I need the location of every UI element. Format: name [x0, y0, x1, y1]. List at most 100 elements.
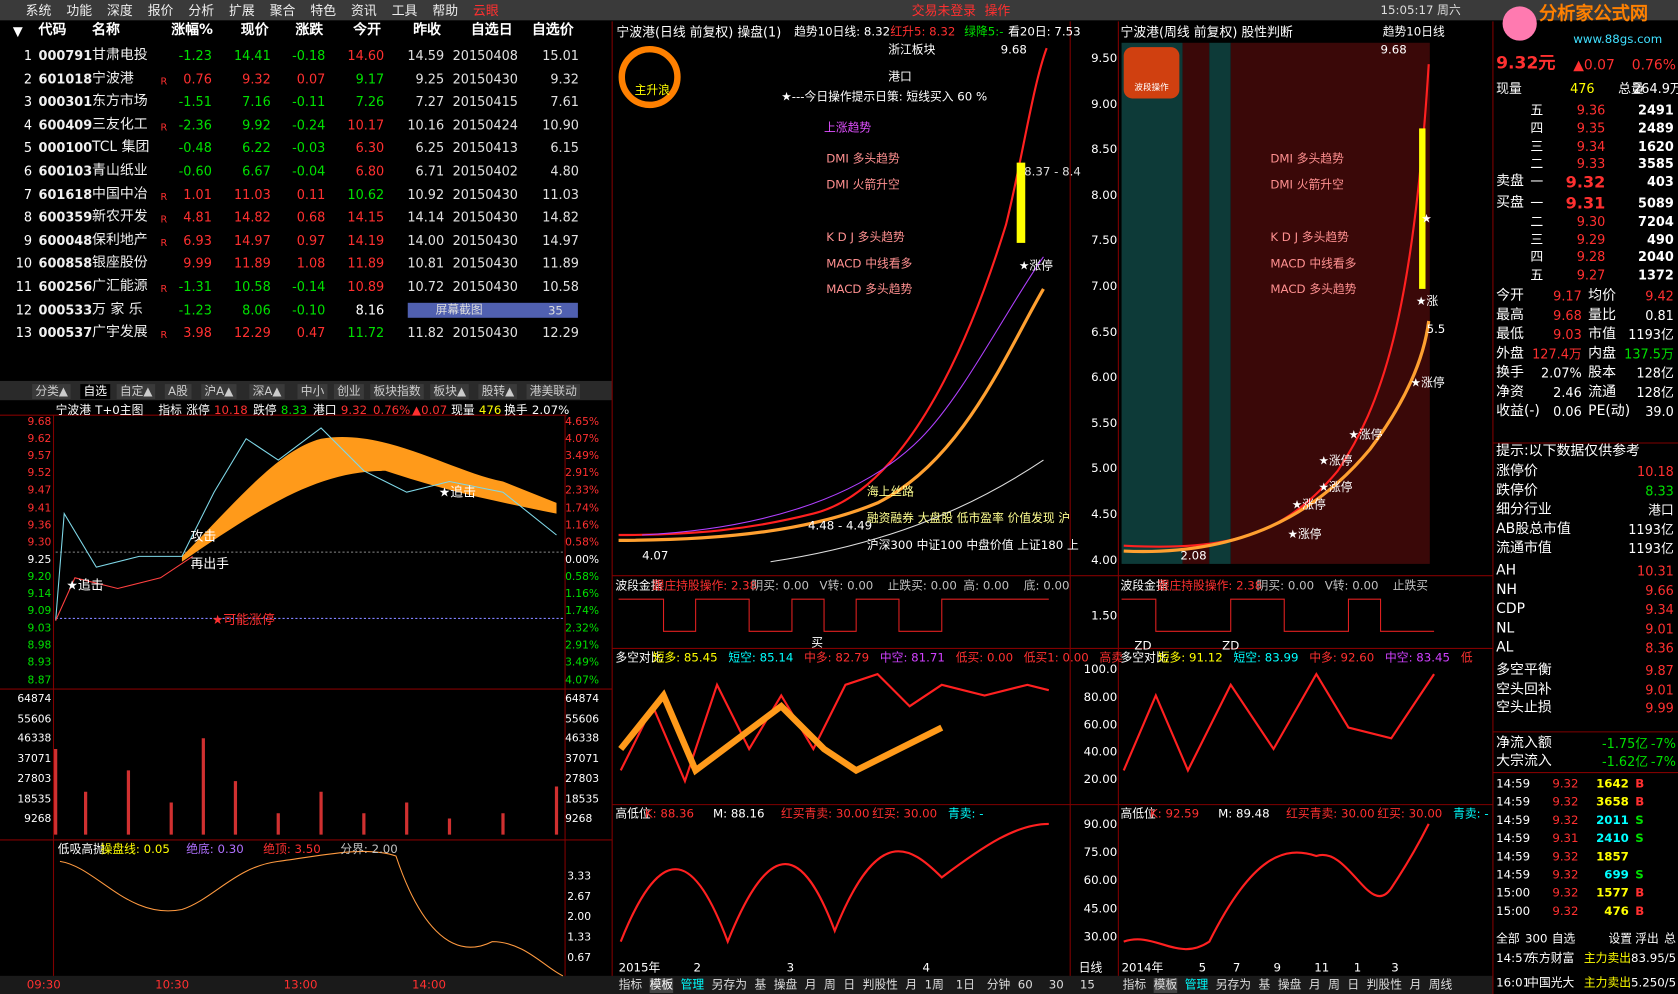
menu-item[interactable]: 系统: [25, 3, 52, 19]
tab[interactable]: 板块▲: [430, 384, 470, 400]
stock-name[interactable]: 宁波港: [92, 70, 134, 87]
toolbar-button[interactable]: 模板: [1153, 977, 1178, 993]
tab[interactable]: 港美联动: [526, 384, 581, 400]
price-tick: 9.25: [27, 554, 52, 566]
tab[interactable]: 分类▲: [32, 384, 72, 400]
menu-item[interactable]: 帮助: [432, 3, 459, 19]
toolbar-button[interactable]: 模板: [649, 977, 674, 993]
annotation: ★---今日操作提示日策: 短线买入 60 %: [781, 89, 988, 104]
toolbar-button[interactable]: 管理: [1184, 977, 1209, 992]
footer-tab[interactable]: 自选: [1551, 931, 1576, 946]
stock-name[interactable]: 广宇发展: [92, 324, 148, 341]
toolbar-button[interactable]: 操盘: [1277, 977, 1302, 992]
toolbar-button[interactable]: 周: [824, 977, 836, 992]
login-status[interactable]: 交易未登录: [911, 3, 977, 19]
stock-name[interactable]: 保利地产: [92, 231, 148, 249]
footer-tab[interactable]: 300: [1525, 931, 1548, 946]
flow-pct: -7%: [1650, 754, 1676, 770]
tab[interactable]: A股: [164, 384, 192, 400]
tab[interactable]: 沪A▲: [201, 384, 237, 400]
toolbar-button[interactable]: 月: [1409, 977, 1422, 992]
menu-item[interactable]: 分析: [188, 3, 215, 19]
column-header[interactable]: 涨跌: [295, 22, 324, 39]
footer-tab[interactable]: 浮出: [1635, 931, 1659, 946]
toolbar-button[interactable]: 管理: [680, 977, 705, 992]
column-header[interactable]: 昨收: [413, 22, 441, 39]
tab[interactable]: 板块指数: [370, 384, 424, 400]
stock-name[interactable]: 青山纸业: [92, 162, 148, 179]
stock-name[interactable]: 东方市场: [92, 93, 148, 110]
toolbar-button[interactable]: 分钟: [986, 977, 1011, 992]
stock-name[interactable]: 甘肃电投: [92, 47, 148, 64]
stock-name[interactable]: 广汇能源: [92, 278, 148, 295]
column-header[interactable]: 代码: [38, 22, 67, 39]
toolbar-button[interactable]: 月: [804, 977, 817, 992]
toolbar-button[interactable]: 日: [1347, 977, 1360, 992]
toolbar-button[interactable]: 另存为: [711, 977, 747, 992]
stock-name[interactable]: 三友化工: [92, 116, 148, 133]
footer-tab[interactable]: 全部: [1496, 931, 1520, 946]
column-header[interactable]: 自选日: [470, 22, 513, 39]
footer-tab[interactable]: 总: [1664, 931, 1676, 946]
toolbar-button[interactable]: 指标: [1122, 977, 1147, 992]
menu-item[interactable]: 资讯: [351, 3, 377, 19]
toolbar-button[interactable]: 另存为: [1215, 977, 1252, 992]
menu-item[interactable]: 云眼: [473, 3, 499, 19]
toolbar-button[interactable]: 1周: [924, 977, 944, 992]
tab[interactable]: 深A▲: [249, 384, 285, 400]
cell: 6.15: [550, 140, 579, 156]
indicator-field: M: 89.48: [1218, 806, 1270, 821]
menu-item[interactable]: 扩展: [229, 3, 255, 19]
column-header[interactable]: 今开: [353, 22, 382, 39]
menu-item[interactable]: 操作: [984, 3, 1011, 19]
stock-name[interactable]: 中国中冶: [92, 185, 148, 202]
menu-item[interactable]: 工具: [391, 3, 418, 19]
menu-item[interactable]: 特色: [310, 3, 337, 19]
toolbar-button[interactable]: 60: [1017, 977, 1033, 992]
level: 五: [1530, 102, 1544, 118]
indicator-field: 高低位: [1120, 806, 1156, 821]
open: 14.15: [347, 209, 385, 225]
toolbar-button[interactable]: 判股性: [1366, 977, 1402, 992]
toolbar-button[interactable]: 1日: [955, 977, 975, 992]
menu-item[interactable]: 功能: [66, 3, 93, 19]
ask-price: 9.36: [1576, 102, 1606, 118]
column-header[interactable]: 名称: [92, 22, 120, 39]
annotation: ★涨停: [1018, 258, 1053, 273]
tab[interactable]: 自选: [80, 384, 111, 400]
stock-name[interactable]: 新农开发: [92, 208, 148, 225]
info-label: 跌停价: [1496, 482, 1538, 499]
toolbar-button[interactable]: 判股性: [862, 977, 898, 992]
x-tick: 4: [922, 960, 931, 975]
tab[interactable]: 创业: [333, 384, 364, 400]
toolbar-button[interactable]: 操盘: [773, 977, 798, 992]
tab[interactable]: 中小: [297, 384, 328, 400]
toolbar-button[interactable]: 月: [1308, 977, 1321, 992]
stock-name[interactable]: TCL 集团: [92, 139, 150, 156]
stock-name[interactable]: 银座股份: [92, 255, 148, 272]
menu-item[interactable]: 报价: [147, 3, 174, 19]
stock-name[interactable]: 万 家 乐: [92, 301, 143, 318]
menu-item[interactable]: 深度: [107, 3, 133, 19]
column-header[interactable]: 现价: [240, 22, 269, 39]
toolbar-button[interactable]: 基: [1258, 977, 1271, 992]
column-header[interactable]: 涨幅%: [171, 22, 214, 39]
toolbar-button[interactable]: 月: [905, 977, 918, 992]
toolbar-button[interactable]: 周: [1328, 977, 1340, 992]
toolbar-button[interactable]: 15: [1079, 977, 1095, 992]
x-tick: 日线: [1078, 960, 1103, 975]
price-tick: 9.52: [27, 467, 52, 480]
toolbar-button[interactable]: 指标: [618, 977, 643, 992]
change-pct: 0.76%: [1631, 57, 1676, 74]
toolbar-button[interactable]: 日: [843, 977, 856, 992]
price-tick: 6.00: [1091, 370, 1118, 385]
footer-tab[interactable]: 设置: [1608, 931, 1633, 946]
toolbar-button[interactable]: 周线: [1428, 977, 1453, 992]
indicator-field: 高低位: [615, 806, 651, 821]
toolbar-button[interactable]: 30: [1048, 977, 1064, 992]
column-header[interactable]: 自选价: [531, 22, 574, 39]
tab[interactable]: 自定▲: [116, 384, 156, 400]
toolbar-button[interactable]: 基: [754, 977, 767, 992]
tab[interactable]: 股转▲: [478, 384, 518, 400]
menu-item[interactable]: 聚合: [269, 3, 296, 19]
